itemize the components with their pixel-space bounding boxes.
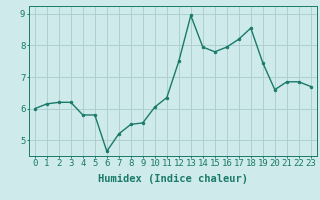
- X-axis label: Humidex (Indice chaleur): Humidex (Indice chaleur): [98, 174, 248, 184]
